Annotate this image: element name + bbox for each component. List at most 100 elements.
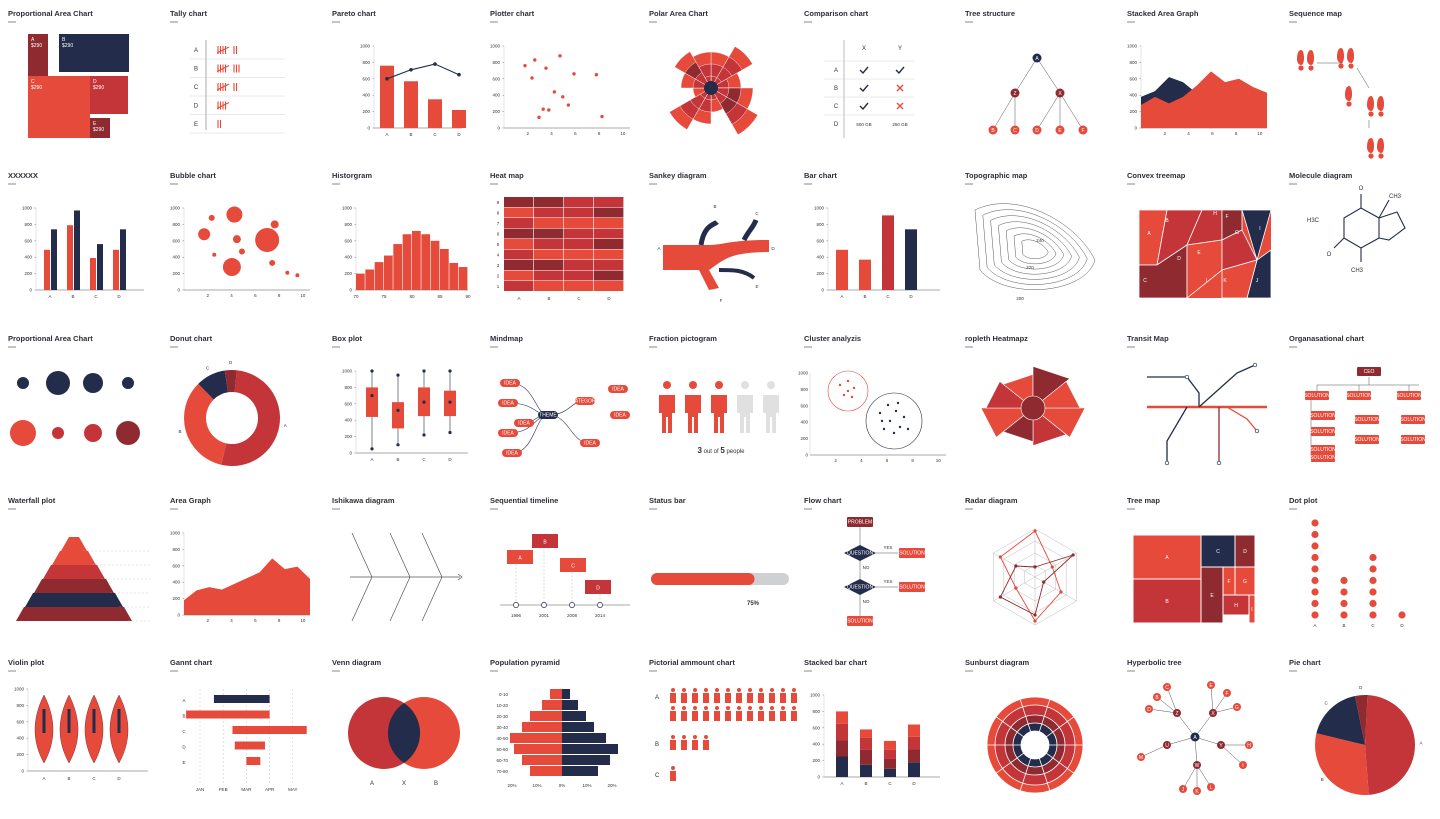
region-label: C <box>1143 278 1147 284</box>
mindmap-label: IDEA <box>506 451 518 457</box>
person-head <box>671 735 675 739</box>
event-box <box>585 580 611 594</box>
node-label: A <box>1035 56 1039 62</box>
contour-line <box>1013 233 1057 265</box>
cluster-point <box>842 393 846 397</box>
radar-series <box>999 530 1062 622</box>
branch-label: X <box>1211 711 1215 717</box>
tree-edge <box>1176 712 1196 738</box>
person-icon <box>736 693 742 703</box>
chart-tile-sankey: Sankey diagram A B C D E F <box>649 170 809 332</box>
footprint-heel <box>1348 63 1354 69</box>
year-marker <box>541 602 547 608</box>
person-head <box>737 688 741 692</box>
chart-tile-proportional-area-2: Proportional Area Chart <box>8 333 168 495</box>
y-tick-label: 200 <box>172 596 180 601</box>
y-tick-label: 800 <box>24 222 32 227</box>
chart-donut: Donut chart A B C D <box>170 334 287 466</box>
chart-tile-venn: Venn diagram A X B <box>332 657 492 819</box>
tree-edge <box>1212 692 1228 714</box>
sequence-arrow <box>1317 62 1370 128</box>
chart-title: Polar Area Chart <box>649 9 708 18</box>
row-label: E <box>194 122 198 128</box>
chart-title: Hyperbolic tree <box>1127 658 1182 667</box>
org-node <box>1311 445 1335 454</box>
pyramid-bar <box>510 733 562 743</box>
slice-label: C <box>1325 701 1329 706</box>
histogram-bar <box>412 230 421 290</box>
pyramid-bar <box>562 689 570 699</box>
pie-slice <box>1315 733 1369 795</box>
chart-title: Violin plot <box>8 658 45 667</box>
event-box <box>560 558 586 572</box>
tree-edge <box>1156 696 1178 714</box>
year-marker <box>597 602 603 608</box>
pyramid-bar <box>562 711 586 721</box>
heat-cell <box>534 207 564 218</box>
footprint-heel <box>1368 111 1374 117</box>
histogram-bar <box>402 234 412 290</box>
age-label: 10-20 <box>496 703 508 708</box>
dot <box>1311 542 1319 550</box>
data-point <box>572 72 576 76</box>
data-point <box>600 114 604 119</box>
slice-label: D <box>1359 685 1363 690</box>
area-cell <box>90 118 110 138</box>
atom-label: H3C <box>1307 218 1320 224</box>
region-label: K <box>1223 278 1227 284</box>
mindmap-node <box>500 379 520 387</box>
histogram-bar <box>374 262 384 290</box>
center-region <box>1020 395 1046 421</box>
area-series <box>184 558 310 615</box>
x-tick-label: B <box>863 294 866 299</box>
y-tick-label: 800 <box>344 222 352 227</box>
radar-point <box>1033 565 1037 569</box>
y-tick-label: 800 <box>800 387 808 392</box>
cluster-point <box>898 425 902 429</box>
chart-tile-donut: Donut chart A B C D <box>170 333 330 495</box>
org-label: SOLUTION <box>1400 417 1426 423</box>
heat-cell <box>534 249 564 260</box>
chart-title: Donut chart <box>170 334 213 343</box>
chart-tile-hyperbolic-tree: Hyperbolic tree B C D Z E F G X H I Y J K L W M U A <box>1127 657 1287 819</box>
org-label: SOLUTION <box>1354 437 1380 443</box>
person-icon <box>725 693 731 703</box>
chart-violin: Violin plot 1000 800 600 400 200 0 A B C D <box>8 658 148 781</box>
cluster-point <box>878 411 882 415</box>
donut-slice <box>198 370 229 400</box>
node-label: E <box>1058 128 1062 134</box>
box <box>366 387 378 417</box>
tree-edge <box>1014 57 1038 94</box>
stacked-segment <box>884 768 896 777</box>
person-head <box>704 706 708 710</box>
footprint-icon <box>1367 138 1374 153</box>
x-tick-label: B <box>864 781 867 786</box>
person-head <box>759 706 763 710</box>
tree-edge <box>1194 736 1198 766</box>
x-tick-label: C <box>886 294 890 299</box>
pyramid-bar <box>550 689 562 699</box>
cluster-point <box>882 427 886 431</box>
heat-cell <box>594 249 624 260</box>
chart-tile-convex-treemap: Convex treemap A B C D E F G H I J K L <box>1127 170 1287 332</box>
x-tick-label: 10 <box>300 293 306 298</box>
footprint-heel <box>1346 101 1352 107</box>
row-label: 9 <box>497 200 500 205</box>
chart-title: Box plot <box>332 334 362 343</box>
stacked-segment <box>860 749 872 765</box>
proportional-circle <box>52 427 64 439</box>
dot <box>1311 519 1319 527</box>
y-tick-label: 0 <box>177 288 180 293</box>
flow-yes: YES <box>883 545 892 550</box>
chart-tile-heat-map: Heat map 9 8 7 6 5 4 3 2 1 A B C D <box>490 170 650 332</box>
heat-cell <box>594 270 624 281</box>
y-tick-label: 400 <box>362 93 370 98</box>
whisker-end <box>422 369 426 373</box>
y-tick-label: 400 <box>16 736 24 741</box>
bubble <box>198 228 211 241</box>
cell-value: $290 <box>93 85 104 91</box>
sunburst-divider <box>1038 758 1051 791</box>
age-label: 30-40 <box>496 725 508 730</box>
pyramid-bar <box>562 733 606 743</box>
footprint-icon <box>1347 48 1354 63</box>
